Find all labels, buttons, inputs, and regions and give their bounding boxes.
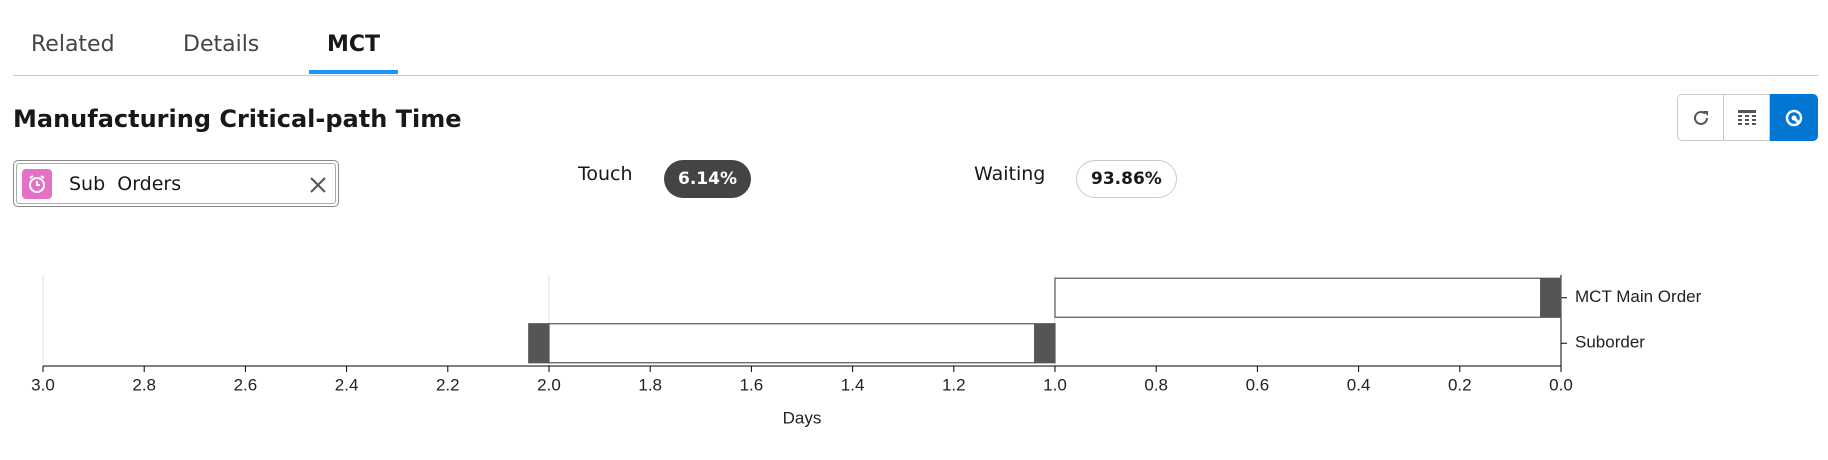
gantt-segment — [528, 323, 550, 364]
x-tick-label: 0.8 — [1144, 375, 1168, 394]
x-tick-label: 0.2 — [1448, 375, 1472, 394]
x-tick-label: 2.4 — [335, 375, 359, 394]
y-tick-label: MCT Main Order — [1575, 287, 1702, 306]
table-icon — [1737, 109, 1756, 125]
stat-badge: 6.14% — [664, 160, 751, 198]
tab[interactable]: MCT — [327, 32, 381, 57]
stat-label: Waiting — [974, 163, 1046, 185]
filter-label: Sub Orders — [69, 173, 182, 195]
filter-remove[interactable] — [309, 176, 327, 194]
refresh-button[interactable] — [1677, 94, 1724, 141]
filter-pill[interactable]: Sub Orders — [16, 163, 336, 204]
x-tick-label: 2.0 — [537, 375, 561, 394]
filter-outer: Sub Orders — [13, 160, 339, 207]
x-tick-label: 2.2 — [436, 375, 460, 394]
x-tick-label: 1.8 — [638, 375, 662, 394]
x-tick-label: 0.4 — [1347, 375, 1371, 394]
gantt-segment — [1054, 277, 1542, 318]
page-title: Manufacturing Critical-path Time — [13, 105, 462, 133]
x-tick-label: 3.0 — [31, 375, 55, 394]
x-tick-label: 1.4 — [841, 375, 865, 394]
x-tick-label: 1.2 — [942, 375, 966, 394]
x-tick-label: 0.6 — [1246, 375, 1270, 394]
table-button[interactable] — [1723, 94, 1770, 141]
gantt-segment — [1540, 277, 1562, 318]
y-tick-label: Suborder — [1575, 333, 1645, 352]
chart-icon — [1785, 109, 1803, 126]
stat-label: Touch — [578, 163, 633, 185]
x-tick-label: 1.0 — [1043, 375, 1067, 394]
tab[interactable]: Related — [31, 32, 115, 57]
active-tab-underline — [309, 70, 398, 74]
tab-divider — [13, 75, 1818, 76]
stat-badge: 93.86% — [1076, 160, 1177, 198]
tab[interactable]: Details — [183, 32, 260, 57]
gantt-segment — [1034, 323, 1056, 364]
x-tick-label: 0.0 — [1549, 375, 1573, 394]
x-tick-label: 2.8 — [132, 375, 156, 394]
x-axis-label: Days — [783, 408, 822, 427]
chart-button[interactable] — [1770, 94, 1818, 141]
x-tick-label: 1.6 — [740, 375, 764, 394]
gantt-segment — [548, 323, 1036, 364]
refresh-icon — [1693, 110, 1708, 125]
filter-icon — [22, 169, 52, 199]
x-tick-label: 2.6 — [234, 375, 258, 394]
alarm-icon — [29, 175, 45, 193]
